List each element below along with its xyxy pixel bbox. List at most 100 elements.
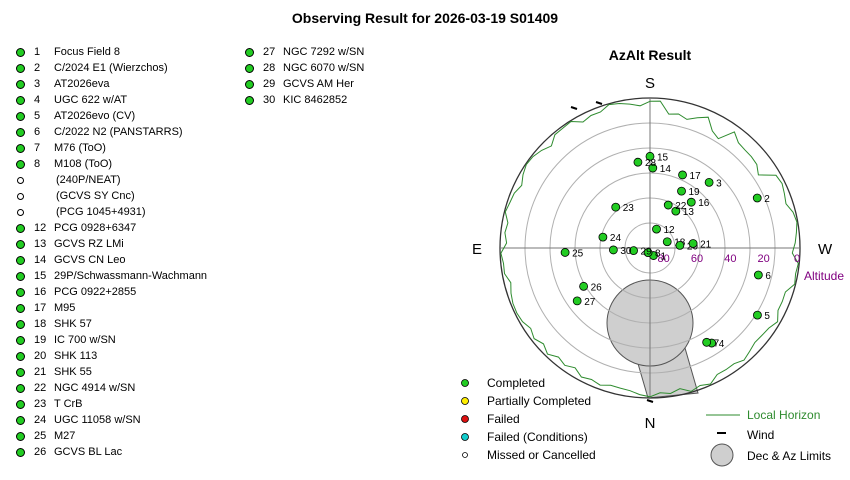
target-list-item: 5 AT2026evo (CV) bbox=[16, 108, 207, 124]
target-list-item: 2 C/2024 E1 (Wierzchos) bbox=[16, 60, 207, 76]
target-list-item: 26 GCVS BL Lac bbox=[16, 444, 207, 460]
status-dot bbox=[17, 208, 24, 216]
target-marker-label: 21 bbox=[700, 239, 712, 250]
east-label: E bbox=[472, 241, 482, 258]
target-name: SHK 113 bbox=[54, 350, 98, 362]
status-dot bbox=[16, 383, 25, 393]
legend-failed_conditions-swatch bbox=[461, 433, 469, 441]
target-name: M76 (ToO) bbox=[54, 142, 106, 154]
target-list-item: 15 29P/Schwassmann-Wachmann bbox=[16, 268, 207, 284]
target-marker bbox=[579, 281, 589, 291]
altitude-tick-label: 0 bbox=[794, 253, 800, 265]
target-list-item: 6 C/2022 N2 (PANSTARRS) bbox=[16, 124, 207, 140]
target-marker-label: 24 bbox=[610, 233, 622, 244]
target-marker bbox=[678, 170, 687, 180]
status-dot bbox=[16, 351, 25, 361]
target-number: 26 bbox=[34, 446, 47, 458]
target-marker bbox=[608, 245, 618, 255]
target-list-item: (240P/NEAT) bbox=[16, 172, 207, 188]
altitude-tick-label: 80 bbox=[658, 253, 670, 265]
target-number: 1 bbox=[34, 46, 41, 58]
legend-limits-label: Dec & Az Limits bbox=[747, 449, 831, 463]
legend-partial-swatch bbox=[461, 397, 469, 405]
target-marker bbox=[648, 163, 658, 173]
legend-horizon-label: Local Horizon bbox=[747, 408, 820, 422]
status-dot bbox=[16, 111, 25, 121]
target-list-item: 22 NGC 4914 w/SN bbox=[16, 380, 207, 396]
target-name: (GCVS SY Cnc) bbox=[56, 190, 135, 202]
target-marker bbox=[688, 239, 698, 248]
north-label: N bbox=[645, 415, 656, 432]
target-name: SHK 55 bbox=[54, 366, 92, 378]
target-name: 29P/Schwassmann-Wachmann bbox=[54, 270, 208, 282]
target-list-item: 19 IC 700 w/SN bbox=[16, 332, 207, 348]
target-list-item: 1 Focus Field 8 bbox=[16, 44, 207, 60]
status-dot bbox=[245, 63, 254, 73]
legend-completed-label: Completed bbox=[487, 376, 545, 390]
target-list-item: 4 UGC 622 w/AT bbox=[16, 92, 207, 108]
target-name: UGC 622 w/AT bbox=[54, 94, 128, 106]
target-marker bbox=[753, 310, 762, 320]
target-name: NGC 4914 w/SN bbox=[54, 382, 136, 394]
target-marker bbox=[686, 197, 696, 207]
target-number: 3 bbox=[34, 78, 41, 90]
target-marker bbox=[598, 232, 608, 242]
target-number: 14 bbox=[34, 254, 47, 266]
target-list-item: 18 SHK 57 bbox=[16, 316, 207, 332]
legend-failed-swatch bbox=[461, 415, 469, 423]
target-number: 19 bbox=[34, 334, 47, 346]
legend-wind-label: Wind bbox=[747, 428, 774, 442]
target-marker bbox=[704, 177, 714, 187]
target-name: GCVS BL Lac bbox=[54, 446, 123, 458]
target-list-item: 16 PCG 0922+2855 bbox=[16, 284, 207, 300]
legend-missed-label: Missed or Cancelled bbox=[487, 448, 596, 462]
target-name: M108 (ToO) bbox=[54, 158, 113, 170]
target-marker-label: 19 bbox=[689, 187, 701, 198]
target-marker-label: 3 bbox=[716, 178, 722, 189]
status-dot bbox=[16, 223, 25, 233]
target-marker-label: 30 bbox=[620, 246, 632, 257]
status-dot bbox=[245, 47, 254, 57]
target-list-item: 21 SHK 55 bbox=[16, 364, 207, 380]
local-horizon-line bbox=[500, 100, 799, 398]
target-number: 30 bbox=[263, 94, 276, 106]
target-list-item: 23 T CrB bbox=[16, 396, 207, 412]
status-dot bbox=[16, 447, 25, 457]
target-name: GCVS CN Leo bbox=[54, 254, 126, 266]
target-marker-label: 5 bbox=[764, 311, 770, 322]
target-list-item: 8 M108 (ToO) bbox=[16, 156, 207, 172]
target-list-item: 24 UGC 11058 w/SN bbox=[16, 412, 207, 428]
wind-mark bbox=[646, 399, 654, 403]
target-marker bbox=[702, 337, 712, 347]
target-list-item: 13 GCVS RZ LMi bbox=[16, 236, 207, 252]
target-marker-label: 6 bbox=[765, 271, 771, 282]
target-number: 13 bbox=[34, 238, 47, 250]
status-dot bbox=[16, 47, 25, 57]
target-marker-label: 23 bbox=[623, 203, 635, 214]
target-number: 24 bbox=[34, 414, 47, 426]
altitude-axis-label: Altitude bbox=[804, 269, 844, 283]
target-marker bbox=[663, 200, 673, 210]
plot-title: AzAlt Result bbox=[609, 47, 692, 63]
target-number: 7 bbox=[34, 142, 41, 154]
target-number: 4 bbox=[34, 94, 41, 106]
target-name: GCVS RZ LMi bbox=[54, 238, 124, 250]
target-marker-label: 2 bbox=[764, 194, 770, 205]
target-number: 16 bbox=[34, 286, 47, 298]
target-marker-label: 27 bbox=[584, 297, 596, 308]
target-name: T CrB bbox=[54, 398, 83, 410]
target-number: 5 bbox=[34, 110, 41, 122]
legend-partial-label: Partially Completed bbox=[487, 394, 591, 408]
target-marker bbox=[572, 296, 582, 306]
target-name: AT2026eva bbox=[54, 78, 110, 90]
status-dot bbox=[16, 159, 25, 169]
page-title: Observing Result for 2026-03-19 S01409 bbox=[291, 10, 559, 26]
target-list-item: 25 M27 bbox=[16, 428, 207, 444]
target-name: PCG 0928+6347 bbox=[54, 222, 137, 234]
target-marker-label: 13 bbox=[683, 207, 695, 218]
target-name: C/2024 E1 (Wierzchos) bbox=[54, 62, 168, 74]
target-marker bbox=[677, 186, 686, 196]
target-marker-label: 22 bbox=[675, 201, 687, 212]
status-dot bbox=[16, 143, 25, 153]
legend-failed_conditions-label: Failed (Conditions) bbox=[487, 430, 588, 444]
